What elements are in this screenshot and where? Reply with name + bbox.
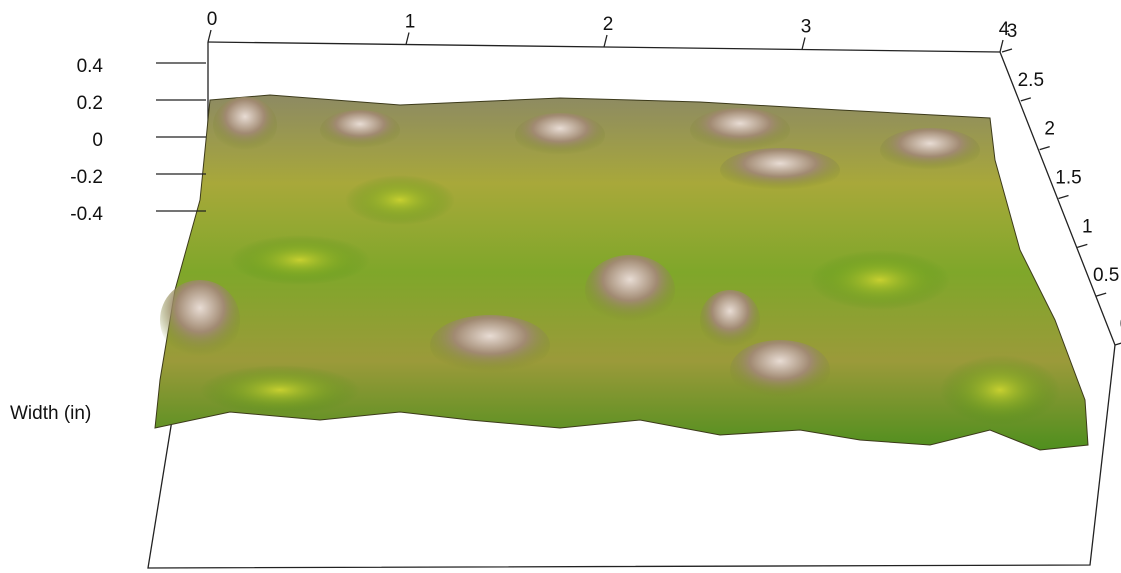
- y-tick-label: 3: [1007, 21, 1018, 42]
- x-tick: [405, 32, 410, 45]
- peak: [515, 113, 605, 157]
- y-tick: [1039, 146, 1050, 151]
- y-tick: [1001, 48, 1013, 53]
- peak: [213, 97, 277, 153]
- z-tick-label: 0: [92, 130, 103, 151]
- ridge: [810, 250, 950, 310]
- peak: [720, 148, 840, 192]
- peak: [700, 290, 760, 350]
- x-tick: [207, 29, 212, 43]
- y-tick: [1058, 194, 1069, 200]
- surface: [154, 94, 1089, 451]
- ridge: [345, 175, 455, 225]
- x-tick-label: 3: [801, 17, 812, 38]
- peak: [430, 315, 550, 375]
- y-tick: [1114, 342, 1121, 346]
- peak: [160, 280, 240, 360]
- peak: [690, 108, 790, 152]
- y-tick: [1077, 243, 1088, 248]
- peak: [880, 128, 980, 172]
- peak: [730, 340, 830, 400]
- y-tick-label: 0: [1120, 314, 1121, 335]
- y-tick-label: 1: [1082, 216, 1093, 237]
- peak: [320, 110, 400, 150]
- y-tick: [1095, 292, 1107, 297]
- x-tick-label: 1: [405, 12, 416, 33]
- x-tick-label: 2: [603, 14, 614, 35]
- y-tick-label: 1.5: [1055, 168, 1081, 189]
- x-tick: [999, 39, 1004, 53]
- y-tick-label: 0.5: [1093, 265, 1119, 286]
- x-tick-label: 4: [999, 19, 1010, 40]
- z-tick-label: 0.4: [77, 56, 104, 77]
- z-tick-label: -0.2: [70, 167, 103, 188]
- peak: [585, 255, 675, 325]
- z-tick-label: 0.2: [77, 93, 103, 114]
- y-tick-label: 2: [1044, 119, 1055, 140]
- z-tick-label: -0.4: [70, 204, 103, 225]
- axis-label: Width (in): [10, 403, 91, 424]
- ridge: [200, 365, 360, 415]
- y-tick-label: 2.5: [1018, 70, 1044, 91]
- ridge: [940, 355, 1060, 425]
- x-tick: [603, 34, 608, 48]
- x-tick-label: 0: [207, 9, 218, 30]
- y-tick: [1020, 97, 1032, 102]
- box-edge: [147, 344, 1116, 569]
- x-tick: [801, 37, 806, 50]
- ridge: [230, 235, 370, 285]
